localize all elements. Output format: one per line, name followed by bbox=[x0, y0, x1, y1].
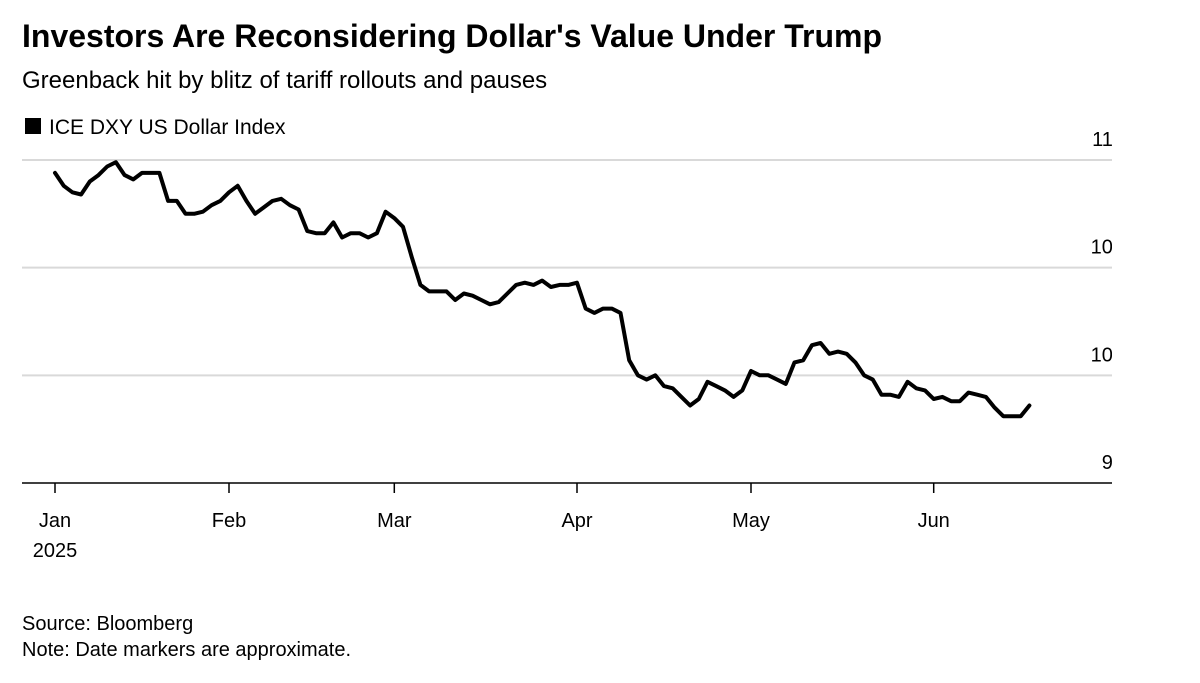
legend: ICE DXY US Dollar Index bbox=[25, 116, 286, 139]
x-year-label: 2025 bbox=[33, 540, 78, 562]
y-tick-label: 95 bbox=[1102, 452, 1124, 474]
y-tick-label: 110 bbox=[1092, 129, 1124, 151]
x-tick-label: Apr bbox=[561, 510, 592, 532]
x-tick-label: Jan bbox=[39, 510, 71, 532]
footnote: Note: Date markers are approximate. bbox=[22, 639, 351, 661]
x-tick-label: May bbox=[732, 510, 770, 532]
chart-subtitle: Greenback hit by blitz of tariff rollout… bbox=[22, 67, 547, 94]
legend-swatch bbox=[25, 118, 41, 134]
x-tick-label: Mar bbox=[377, 510, 412, 532]
y-tick-label: 100 bbox=[1091, 344, 1124, 366]
chart-title: Investors Are Reconsidering Dollar's Val… bbox=[22, 18, 882, 54]
y-axis: 95 100 105 110 bbox=[22, 129, 1124, 484]
plot-area bbox=[53, 160, 1032, 419]
x-axis: Jan 2025 Feb Mar Apr May Jun bbox=[33, 483, 950, 562]
data-line bbox=[53, 160, 1032, 419]
x-tick-label: Feb bbox=[212, 510, 246, 532]
legend-label: ICE DXY US Dollar Index bbox=[49, 116, 286, 139]
y-tick-label: 105 bbox=[1091, 237, 1124, 259]
x-tick-label: Jun bbox=[918, 510, 950, 532]
source-note: Source: Bloomberg bbox=[22, 613, 193, 635]
